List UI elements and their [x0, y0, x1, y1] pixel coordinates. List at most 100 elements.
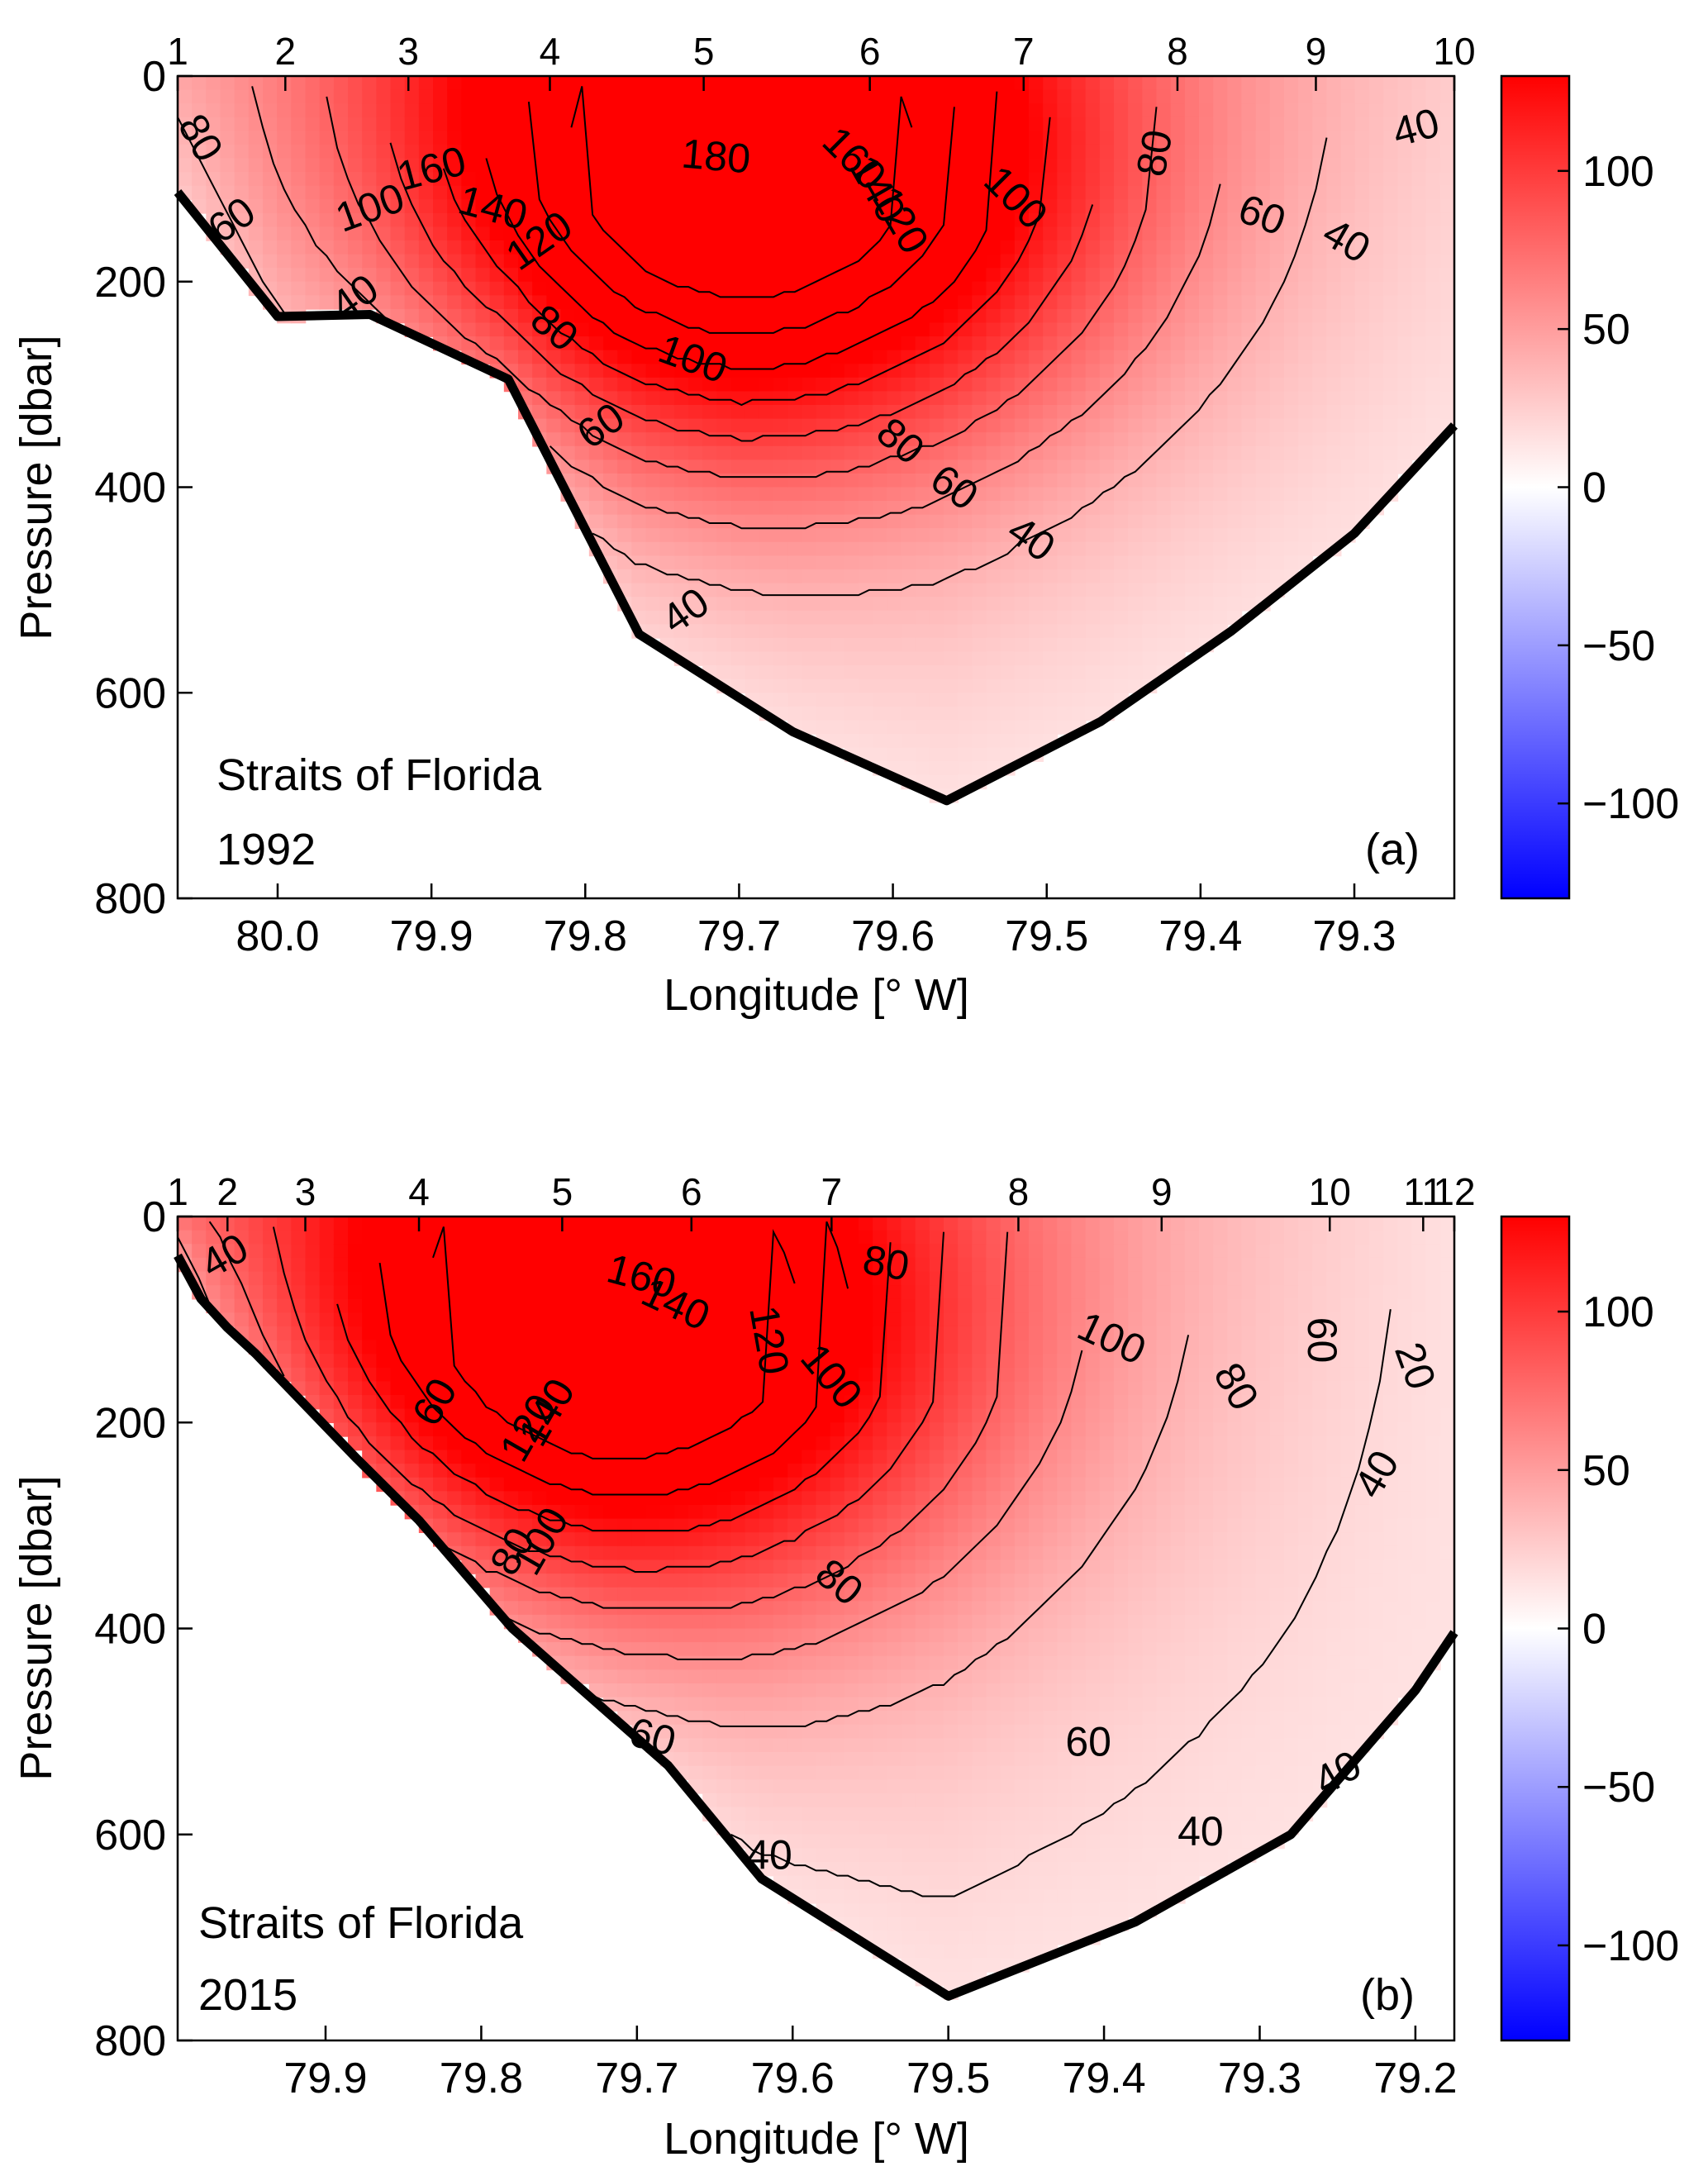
heatmap-cell	[802, 103, 817, 118]
heatmap-cell	[404, 117, 420, 132]
heatmap-cell	[603, 1230, 618, 1245]
heatmap-cell	[617, 1381, 633, 1396]
heatmap-cell	[461, 281, 477, 297]
heatmap-cell	[673, 1752, 689, 1767]
heatmap-cell	[1128, 487, 1144, 502]
heatmap-cell	[617, 1312, 633, 1327]
heatmap-cell	[802, 240, 817, 255]
heatmap-cell	[503, 295, 519, 310]
heatmap-cell	[1099, 322, 1115, 337]
heatmap-cell	[631, 514, 647, 530]
heatmap-cell	[929, 734, 944, 749]
heatmap-cell	[418, 199, 434, 214]
heatmap-cell	[702, 212, 718, 228]
heatmap-cell	[901, 1450, 916, 1464]
heatmap-cell	[1043, 555, 1059, 570]
heatmap-cell	[1184, 199, 1200, 214]
heatmap-cell	[958, 418, 973, 433]
heatmap-cell	[659, 281, 675, 297]
heatmap-cell	[702, 268, 718, 283]
heatmap-cell	[929, 240, 944, 255]
heatmap-cell	[915, 1244, 930, 1259]
heatmap-cell	[1071, 350, 1087, 365]
heatmap-cell	[588, 144, 604, 160]
heatmap-cell	[645, 117, 661, 132]
heatmap-cell	[220, 117, 236, 132]
heatmap-cell	[915, 212, 930, 228]
heatmap-cell	[248, 1257, 264, 1273]
heatmap-cell	[263, 254, 278, 269]
heatmap-cell	[887, 295, 902, 310]
heatmap-cell	[830, 1354, 845, 1369]
heatmap-cell	[1340, 158, 1356, 173]
heatmap-cell	[844, 254, 859, 269]
heatmap-cell	[1000, 541, 1016, 557]
heatmap-cell	[901, 1916, 916, 1931]
heatmap-cell	[659, 1574, 675, 1588]
heatmap-cell	[1284, 501, 1299, 516]
heatmap-cell	[915, 1916, 930, 1931]
heatmap-cell	[560, 1587, 576, 1602]
heatmap-cell	[915, 1697, 930, 1712]
heatmap-cell	[1383, 350, 1399, 365]
heatmap-cell	[447, 1340, 463, 1355]
heatmap-cell	[263, 117, 278, 132]
heatmap-cell	[546, 1532, 562, 1547]
heatmap-cell	[787, 514, 803, 530]
heatmap-cell	[730, 1738, 746, 1753]
heatmap-cell	[560, 281, 576, 297]
heatmap-cell	[1000, 418, 1016, 433]
heatmap-cell	[673, 1395, 689, 1410]
heatmap-cell	[830, 391, 845, 406]
heatmap-cell	[418, 1367, 434, 1383]
heatmap-cell	[901, 322, 916, 337]
heatmap-cell	[319, 254, 335, 269]
heatmap-cell	[944, 391, 959, 406]
heatmap-cell	[944, 597, 959, 612]
heatmap-cell	[418, 1271, 434, 1286]
heatmap-cell	[234, 185, 250, 201]
heatmap-cell	[873, 651, 888, 666]
heatmap-cell	[319, 1340, 335, 1355]
heatmap-cell	[447, 172, 463, 187]
heatmap-cell	[333, 1257, 349, 1273]
heatmap-cell	[830, 555, 845, 570]
heatmap-cell	[1071, 336, 1087, 351]
heatmap-cell	[787, 1491, 803, 1506]
heatmap-cell	[659, 487, 675, 502]
heatmap-cell	[362, 281, 378, 297]
heatmap-cell	[887, 268, 902, 283]
heatmap-cell	[489, 1559, 505, 1574]
heatmap-cell	[1184, 487, 1200, 502]
heatmap-cell	[603, 1244, 618, 1259]
heatmap-cell	[489, 1545, 505, 1561]
heatmap-cell	[220, 199, 236, 214]
heatmap-cell	[1199, 445, 1214, 461]
heatmap-cell	[745, 597, 760, 612]
heatmap-cell	[873, 514, 888, 530]
heatmap-cell	[844, 1628, 859, 1643]
heatmap-cell	[1170, 350, 1186, 365]
heatmap-cell	[1369, 445, 1384, 461]
heatmap-cell	[1298, 172, 1314, 187]
heatmap-cell	[1128, 501, 1144, 516]
heatmap-cell	[673, 501, 689, 516]
heatmap-cell	[603, 199, 618, 214]
heatmap-cell	[1227, 501, 1243, 516]
heatmap-cell	[830, 76, 845, 91]
heatmap-cell	[305, 226, 321, 241]
heatmap-cell	[915, 1821, 930, 1836]
heatmap-cell	[844, 322, 859, 337]
heatmap-cell	[1383, 226, 1399, 241]
heatmap-cell	[873, 281, 888, 297]
heatmap-cell	[688, 1587, 703, 1602]
heatmap-cell	[263, 185, 278, 201]
heatmap-cell	[1199, 76, 1214, 91]
heatmap-cell	[816, 1395, 831, 1410]
heatmap-cell	[1326, 117, 1342, 132]
heatmap-cell	[532, 295, 548, 310]
heatmap-cell	[617, 76, 633, 91]
heatmap-cell	[489, 1298, 505, 1314]
heatmap-cell	[1057, 158, 1073, 173]
